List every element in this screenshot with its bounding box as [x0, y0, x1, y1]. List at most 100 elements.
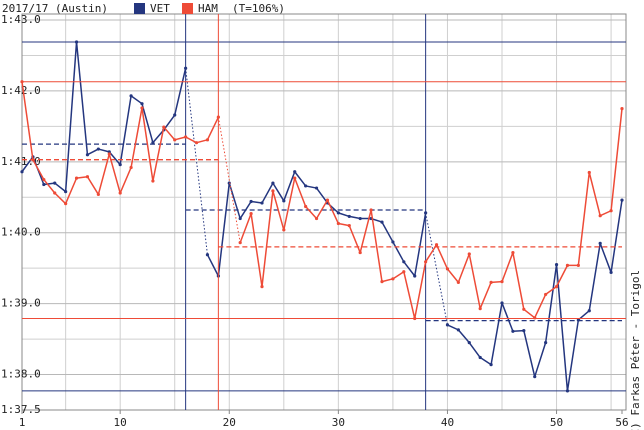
- y-tick-label: 1:37.5: [1, 403, 41, 416]
- pit-connector: [425, 212, 448, 326]
- lap-point: [478, 307, 482, 311]
- lap-point: [522, 307, 526, 311]
- lap-point: [293, 176, 297, 180]
- lap-point: [184, 135, 188, 139]
- lap-point: [347, 214, 351, 219]
- lap-point: [184, 66, 188, 70]
- lap-point: [369, 208, 373, 212]
- y-tick-label: 1:38.0: [1, 368, 41, 381]
- lap-point: [227, 181, 231, 185]
- x-tick-label: 56: [615, 416, 628, 429]
- lap-point: [314, 186, 319, 190]
- lap-point: [173, 113, 177, 117]
- lap-point: [42, 177, 46, 182]
- lap-point: [598, 241, 602, 245]
- lap-point: [554, 285, 559, 289]
- lap-point: [238, 241, 242, 245]
- lap-point: [304, 204, 308, 209]
- series-line: [21, 41, 187, 193]
- lap-point: [598, 214, 602, 218]
- lap-point: [85, 175, 90, 179]
- lap-point: [325, 198, 330, 202]
- lap-point: [489, 280, 493, 284]
- legend-label: VET: [150, 2, 170, 15]
- lap-point: [391, 277, 395, 281]
- legend-swatch: [182, 3, 193, 14]
- lap-point: [118, 163, 122, 167]
- x-tick-label: 10: [114, 416, 127, 429]
- lap-point: [587, 170, 591, 175]
- lap-point: [271, 181, 275, 185]
- lap-point: [587, 309, 591, 313]
- y-tick-label: 1:41.0: [1, 155, 41, 168]
- y-tick-label: 1:42.0: [1, 84, 41, 97]
- lap-point: [576, 318, 580, 322]
- lap-point: [511, 250, 515, 255]
- lap-point: [565, 263, 570, 267]
- lap-point: [96, 147, 100, 151]
- lap-point: [205, 138, 210, 142]
- lap-point: [173, 138, 177, 142]
- lap-point: [151, 141, 155, 145]
- lap-point: [20, 80, 24, 84]
- lap-point: [522, 328, 526, 333]
- lap-point: [194, 141, 199, 145]
- legend-label: HAM: [198, 2, 218, 15]
- lap-point: [413, 274, 417, 278]
- lap-point: [314, 216, 319, 221]
- lap-point: [216, 115, 220, 119]
- lap-point: [249, 211, 253, 216]
- lap-point: [162, 125, 166, 129]
- x-tick-label: 20: [223, 416, 236, 429]
- lap-point: [402, 260, 406, 264]
- lap-point: [282, 228, 286, 232]
- lap-point: [554, 263, 559, 267]
- lap-point: [53, 181, 57, 185]
- lap-point: [424, 211, 428, 215]
- x-tick-label: 30: [332, 416, 345, 429]
- lap-point: [53, 191, 57, 195]
- lap-point: [609, 270, 613, 275]
- lap-point: [489, 363, 493, 367]
- plot-frame: [21, 13, 627, 411]
- lap-point: [249, 199, 253, 204]
- lap-point: [118, 191, 122, 195]
- lap-point: [336, 221, 340, 226]
- lap-point: [533, 375, 537, 379]
- lap-point: [140, 106, 144, 110]
- lap-point: [456, 328, 460, 332]
- lap-point: [445, 323, 450, 327]
- lap-point: [271, 189, 275, 193]
- lap-point: [402, 270, 406, 274]
- lap-point: [576, 263, 580, 267]
- lap-point: [151, 179, 155, 183]
- lap-point: [347, 224, 351, 228]
- lap-point: [565, 389, 570, 393]
- chart-title: 2017/17 (Austin): [2, 2, 108, 15]
- lap-point: [74, 176, 79, 180]
- legend-swatch: [134, 3, 145, 14]
- lap-point: [467, 341, 471, 345]
- lap-point: [336, 211, 340, 215]
- lap-point: [140, 102, 144, 106]
- x-tick-label: 40: [441, 416, 454, 429]
- lap-point: [456, 280, 460, 284]
- lap-point: [533, 316, 537, 320]
- lap-point: [205, 253, 210, 257]
- lap-point: [107, 152, 111, 156]
- lap-point: [609, 209, 613, 213]
- lap-point: [391, 240, 395, 244]
- y-tick-label: 1:39.0: [1, 297, 41, 310]
- lap-point: [20, 170, 24, 174]
- lap-point: [260, 201, 264, 205]
- lap-point: [358, 216, 362, 221]
- lap-point: [238, 216, 242, 221]
- lap-point: [293, 170, 297, 174]
- lap-point: [500, 301, 504, 305]
- lap-point: [511, 329, 515, 333]
- lap-point: [380, 220, 384, 224]
- series-line: [239, 108, 623, 320]
- lap-point: [85, 153, 90, 157]
